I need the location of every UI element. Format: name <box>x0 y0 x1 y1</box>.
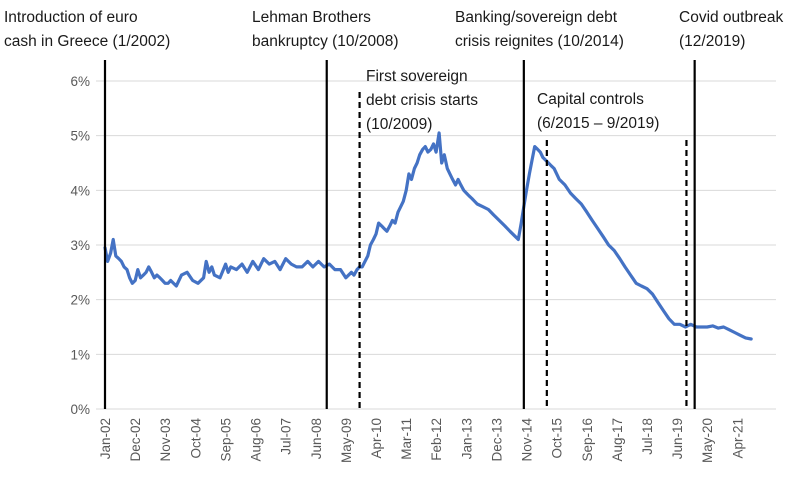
x-tick-label: Jan-13 <box>459 418 474 459</box>
event-annotation: Introduction of euro <box>4 9 138 26</box>
event-annotation: Capital controls <box>537 91 644 108</box>
x-tick-label: May-20 <box>700 418 715 463</box>
x-tick-label: Feb-12 <box>429 418 444 461</box>
x-tick-label: Oct-04 <box>188 418 203 459</box>
y-tick-label: 6% <box>70 74 90 89</box>
event-annotation: bankruptcy (10/2008) <box>252 33 398 50</box>
x-axis-ticks: Jan-02 Dec-02 Nov-03 Oct-04 Sep-05 Aug-06 Jul-… <box>98 418 745 464</box>
x-tick-label: Apr-21 <box>730 418 745 459</box>
x-tick-label: Oct-15 <box>550 418 565 459</box>
event-annotation: crisis reignites (10/2014) <box>455 33 624 50</box>
series-layer <box>105 133 751 339</box>
x-tick-label: Sep-16 <box>580 418 595 462</box>
x-tick-label: Jun-19 <box>670 418 685 459</box>
x-tick-label: Jan-02 <box>98 418 113 459</box>
event-annotation: First sovereign <box>366 68 468 85</box>
x-tick-label: Dec-13 <box>489 418 504 462</box>
event-annotation: (6/2015 – 9/2019) <box>537 115 659 132</box>
y-tick-label: 0% <box>70 402 90 417</box>
x-tick-label: Aug-17 <box>610 418 625 462</box>
event-annotation: cash in Greece (1/2002) <box>4 33 170 50</box>
x-tick-label: Aug-06 <box>249 418 264 462</box>
x-tick-label: Sep-05 <box>218 418 233 462</box>
grid-lines <box>96 81 776 409</box>
event-annotation: (10/2009) <box>366 116 432 133</box>
y-tick-label: 3% <box>70 238 90 253</box>
event-annotation: Banking/sovereign debt <box>455 9 618 26</box>
y-tick-label: 5% <box>70 129 90 144</box>
event-annotation: Lehman Brothers <box>252 9 371 26</box>
event-annotation: Covid outbreak <box>679 9 784 26</box>
y-axis-ticks: 0% 1% 2% 3% 4% 5% 6% <box>70 74 90 417</box>
x-tick-label: Nov-14 <box>520 418 535 462</box>
y-tick-label: 4% <box>70 183 90 198</box>
x-tick-label: Apr-10 <box>369 418 384 459</box>
x-tick-label: Jul-18 <box>640 418 655 455</box>
event-annotations: Introduction of euro cash in Greece (1/20… <box>4 9 784 133</box>
x-tick-label: Jul-07 <box>279 418 294 455</box>
event-annotation: debt crisis starts <box>366 92 478 109</box>
y-tick-label: 2% <box>70 293 90 308</box>
x-tick-label: Dec-02 <box>128 418 143 462</box>
series-line <box>105 133 751 339</box>
x-tick-label: Jun-08 <box>309 418 324 459</box>
x-tick-label: May-09 <box>339 418 354 463</box>
x-tick-label: Mar-11 <box>399 418 414 460</box>
y-tick-label: 1% <box>70 347 90 362</box>
event-markers <box>105 60 695 409</box>
event-annotation: (12/2019) <box>679 33 745 50</box>
x-tick-label: Nov-03 <box>158 418 173 462</box>
